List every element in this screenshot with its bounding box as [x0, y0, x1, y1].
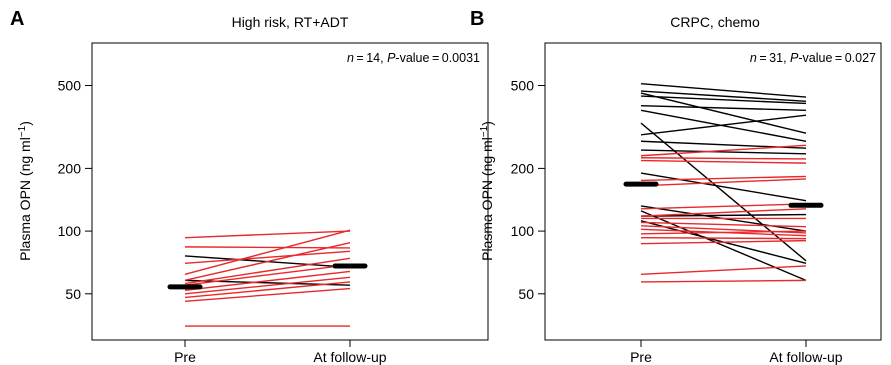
- plot-frame: [544, 42, 882, 341]
- y-tick-label: 50: [65, 286, 81, 302]
- y-axis-label-exponent: −1: [17, 125, 28, 137]
- patient-line: [640, 175, 807, 182]
- y-tick-label: 100: [511, 223, 535, 239]
- patient-line: [184, 250, 351, 265]
- y-axis-label-main: Plasma OPN (ng ml: [17, 137, 33, 261]
- x-ticks: Pre At follow-up: [174, 340, 387, 365]
- patient-line: [640, 230, 807, 235]
- medians: [623, 181, 824, 208]
- y-axis-label-close: ): [17, 121, 33, 126]
- y-ticks: 50 100 200 500: [58, 78, 92, 302]
- x-tick-label: Pre: [630, 349, 652, 365]
- n-value: = 31,: [757, 51, 790, 65]
- p-value: -value = 0.027: [798, 51, 876, 65]
- y-tick-label: 50: [518, 286, 534, 302]
- patient-line: [184, 257, 351, 285]
- patient-line: [184, 270, 351, 291]
- y-axis-label: Plasma OPN (ng ml−1): [479, 121, 495, 261]
- patient-line: [640, 221, 807, 228]
- x-tick-label: At follow-up: [769, 349, 842, 365]
- x-ticks: Pre At follow-up: [630, 340, 843, 365]
- y-axis-label-close: ): [479, 121, 495, 126]
- n-symbol: n: [750, 51, 757, 65]
- data-lines: [184, 229, 351, 327]
- n-value: = 14,: [354, 51, 387, 65]
- medians: [167, 263, 368, 290]
- patient-line: [640, 203, 807, 210]
- patient-line: [640, 122, 807, 262]
- patient-line: [640, 265, 807, 276]
- n-symbol: n: [347, 51, 354, 65]
- patient-line: [640, 208, 807, 217]
- y-axis-label: Plasma OPN (ng ml−1): [17, 121, 33, 261]
- y-ticks: 50 100 200 500: [511, 78, 545, 302]
- y-axis-label-exponent: −1: [479, 125, 490, 137]
- patient-line: [184, 287, 351, 303]
- p-symbol: P: [387, 51, 396, 65]
- panel-b: B CRPC, chemo Plasma OPN (ng ml−1) n = 3…: [470, 8, 882, 365]
- patient-line: [640, 178, 807, 187]
- y-axis-label-main: Plasma OPN (ng ml: [479, 137, 495, 261]
- y-tick-label: 100: [58, 223, 82, 239]
- patient-line: [184, 229, 351, 276]
- data-lines: [640, 83, 807, 283]
- p-value: -value = 0.0031: [395, 51, 480, 65]
- stats-annotation: n = 14, P-value = 0.0031: [347, 51, 480, 65]
- patient-line: [640, 159, 807, 164]
- panel-letter: B: [470, 8, 484, 30]
- patient-line: [640, 144, 807, 157]
- y-tick-label: 200: [58, 160, 82, 176]
- patient-line: [184, 276, 351, 295]
- patient-line: [184, 246, 351, 249]
- chart-title: CRPC, chemo: [670, 14, 760, 30]
- p-symbol: P: [790, 51, 799, 65]
- patient-line: [640, 109, 807, 142]
- patient-line: [184, 230, 351, 239]
- patient-line: [184, 281, 351, 299]
- x-tick-label: Pre: [174, 349, 196, 365]
- y-tick-label: 500: [511, 78, 535, 94]
- patient-line: [184, 241, 351, 282]
- patient-line: [640, 95, 807, 105]
- patient-line: [640, 149, 807, 155]
- x-tick-label: At follow-up: [313, 349, 386, 365]
- chart-title: High risk, RT+ADT: [232, 14, 349, 30]
- stats-annotation: n = 31, P-value = 0.027: [750, 51, 876, 65]
- patient-line: [640, 236, 807, 240]
- patient-line: [640, 90, 807, 102]
- patient-line: [640, 83, 807, 98]
- patient-line: [640, 239, 807, 245]
- patient-line: [640, 279, 807, 283]
- patient-line: [640, 157, 807, 160]
- patient-line: [640, 104, 807, 112]
- panel-a: A High risk, RT+ADT Plasma OPN (ng ml−1)…: [10, 8, 489, 365]
- patient-line: [640, 114, 807, 136]
- patient-line: [640, 213, 807, 217]
- patient-line: [184, 263, 351, 286]
- plot-frame: [91, 42, 489, 341]
- patient-line: [640, 172, 807, 202]
- panel-letter: A: [10, 8, 24, 30]
- y-tick-label: 500: [58, 78, 82, 94]
- y-tick-label: 200: [511, 160, 535, 176]
- patient-line: [640, 92, 807, 134]
